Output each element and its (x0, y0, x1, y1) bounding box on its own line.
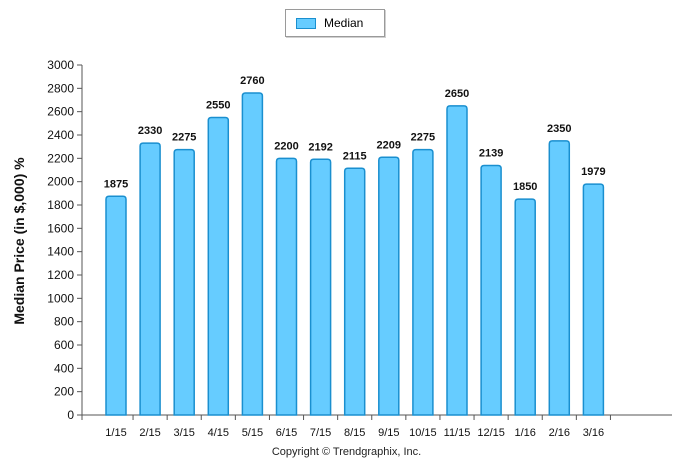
data-labels: 1875 2330 2275 2550 2760 2200 2192 2115 2209 2275… (104, 75, 606, 193)
y-tick-label: 0 (67, 408, 74, 422)
y-tick-label: 600 (54, 338, 74, 352)
x-tick-label: 2/16 (549, 427, 570, 439)
bars (105, 92, 605, 416)
y-axis-title: Median Price (in $,000) % (11, 157, 27, 325)
y-tick-label: 1200 (47, 268, 74, 282)
legend-label-median: Median (324, 16, 364, 30)
x-tick-label: 10/15 (409, 427, 437, 439)
data-label: 2760 (240, 75, 264, 87)
data-label: 2275 (411, 132, 435, 144)
legend: Median (285, 9, 385, 37)
y-tick-label: 2400 (47, 128, 74, 142)
data-label: 2350 (547, 123, 571, 135)
y-tick-label: 200 (54, 385, 74, 399)
x-tick-label: 2/15 (139, 427, 160, 439)
y-tick-label: 2000 (47, 175, 74, 189)
bar (309, 158, 332, 416)
y-tick-label: 2200 (47, 151, 74, 165)
y-tick-label: 2600 (47, 105, 74, 119)
y-tick-label: 800 (54, 315, 74, 329)
data-label: 2550 (206, 100, 230, 112)
bar (480, 164, 502, 416)
x-tick-label: 7/15 (310, 427, 331, 439)
data-label: 2200 (274, 140, 298, 152)
x-tick-label: 3/16 (583, 427, 604, 439)
x-tick-label: 8/15 (344, 427, 365, 439)
data-label: 1875 (104, 178, 128, 190)
legend-swatch-median (296, 18, 316, 29)
bar (173, 148, 195, 416)
y-axis: 0 200 400 600 800 1000 1200 1400 1600 1800 2000 220… (47, 58, 83, 422)
bar (241, 92, 264, 416)
bar (139, 142, 161, 416)
bar (207, 116, 230, 416)
bar (343, 167, 366, 416)
y-tick-label: 400 (54, 361, 74, 375)
bar (582, 183, 605, 416)
bar (412, 148, 434, 416)
x-tick-label: 9/15 (378, 427, 399, 439)
y-tick-label: 1800 (47, 198, 74, 212)
x-tick-label: 5/15 (242, 427, 263, 439)
x-tick-label: 11/15 (444, 427, 471, 439)
x-tick-label: 1/15 (105, 427, 126, 439)
x-tick-label: 1/16 (514, 427, 535, 439)
bar (378, 156, 400, 416)
bar (514, 198, 536, 416)
bar (105, 195, 127, 416)
data-label: 2192 (308, 141, 332, 153)
y-tick-label: 2800 (47, 81, 74, 95)
x-tick-label: 6/15 (276, 427, 297, 439)
bar (548, 140, 571, 416)
y-tick-label: 1400 (47, 245, 74, 259)
data-label: 2115 (343, 150, 367, 162)
data-label: 1850 (513, 181, 537, 193)
data-label: 2275 (172, 132, 196, 144)
y-tick-label: 1000 (47, 291, 74, 305)
data-label: 2139 (479, 147, 503, 159)
y-tick-label: 1600 (47, 221, 74, 235)
y-tick-label: 3000 (47, 58, 74, 72)
x-tick-label: 4/15 (208, 427, 229, 439)
data-label: 1979 (581, 166, 605, 178)
data-label: 2330 (138, 125, 162, 137)
x-axis: 1/15 2/15 3/15 4/15 5/15 6/15 7/15 8/15 9/15 10/1… (81, 414, 672, 439)
copyright-text: Copyright © Trendgraphix, Inc. (271, 446, 422, 458)
x-tick-label: 3/15 (173, 427, 194, 439)
bar (275, 157, 298, 416)
x-tick-label: 12/15 (477, 427, 505, 439)
data-label: 2209 (377, 139, 401, 151)
bar (446, 105, 468, 416)
data-label: 2650 (445, 88, 469, 100)
